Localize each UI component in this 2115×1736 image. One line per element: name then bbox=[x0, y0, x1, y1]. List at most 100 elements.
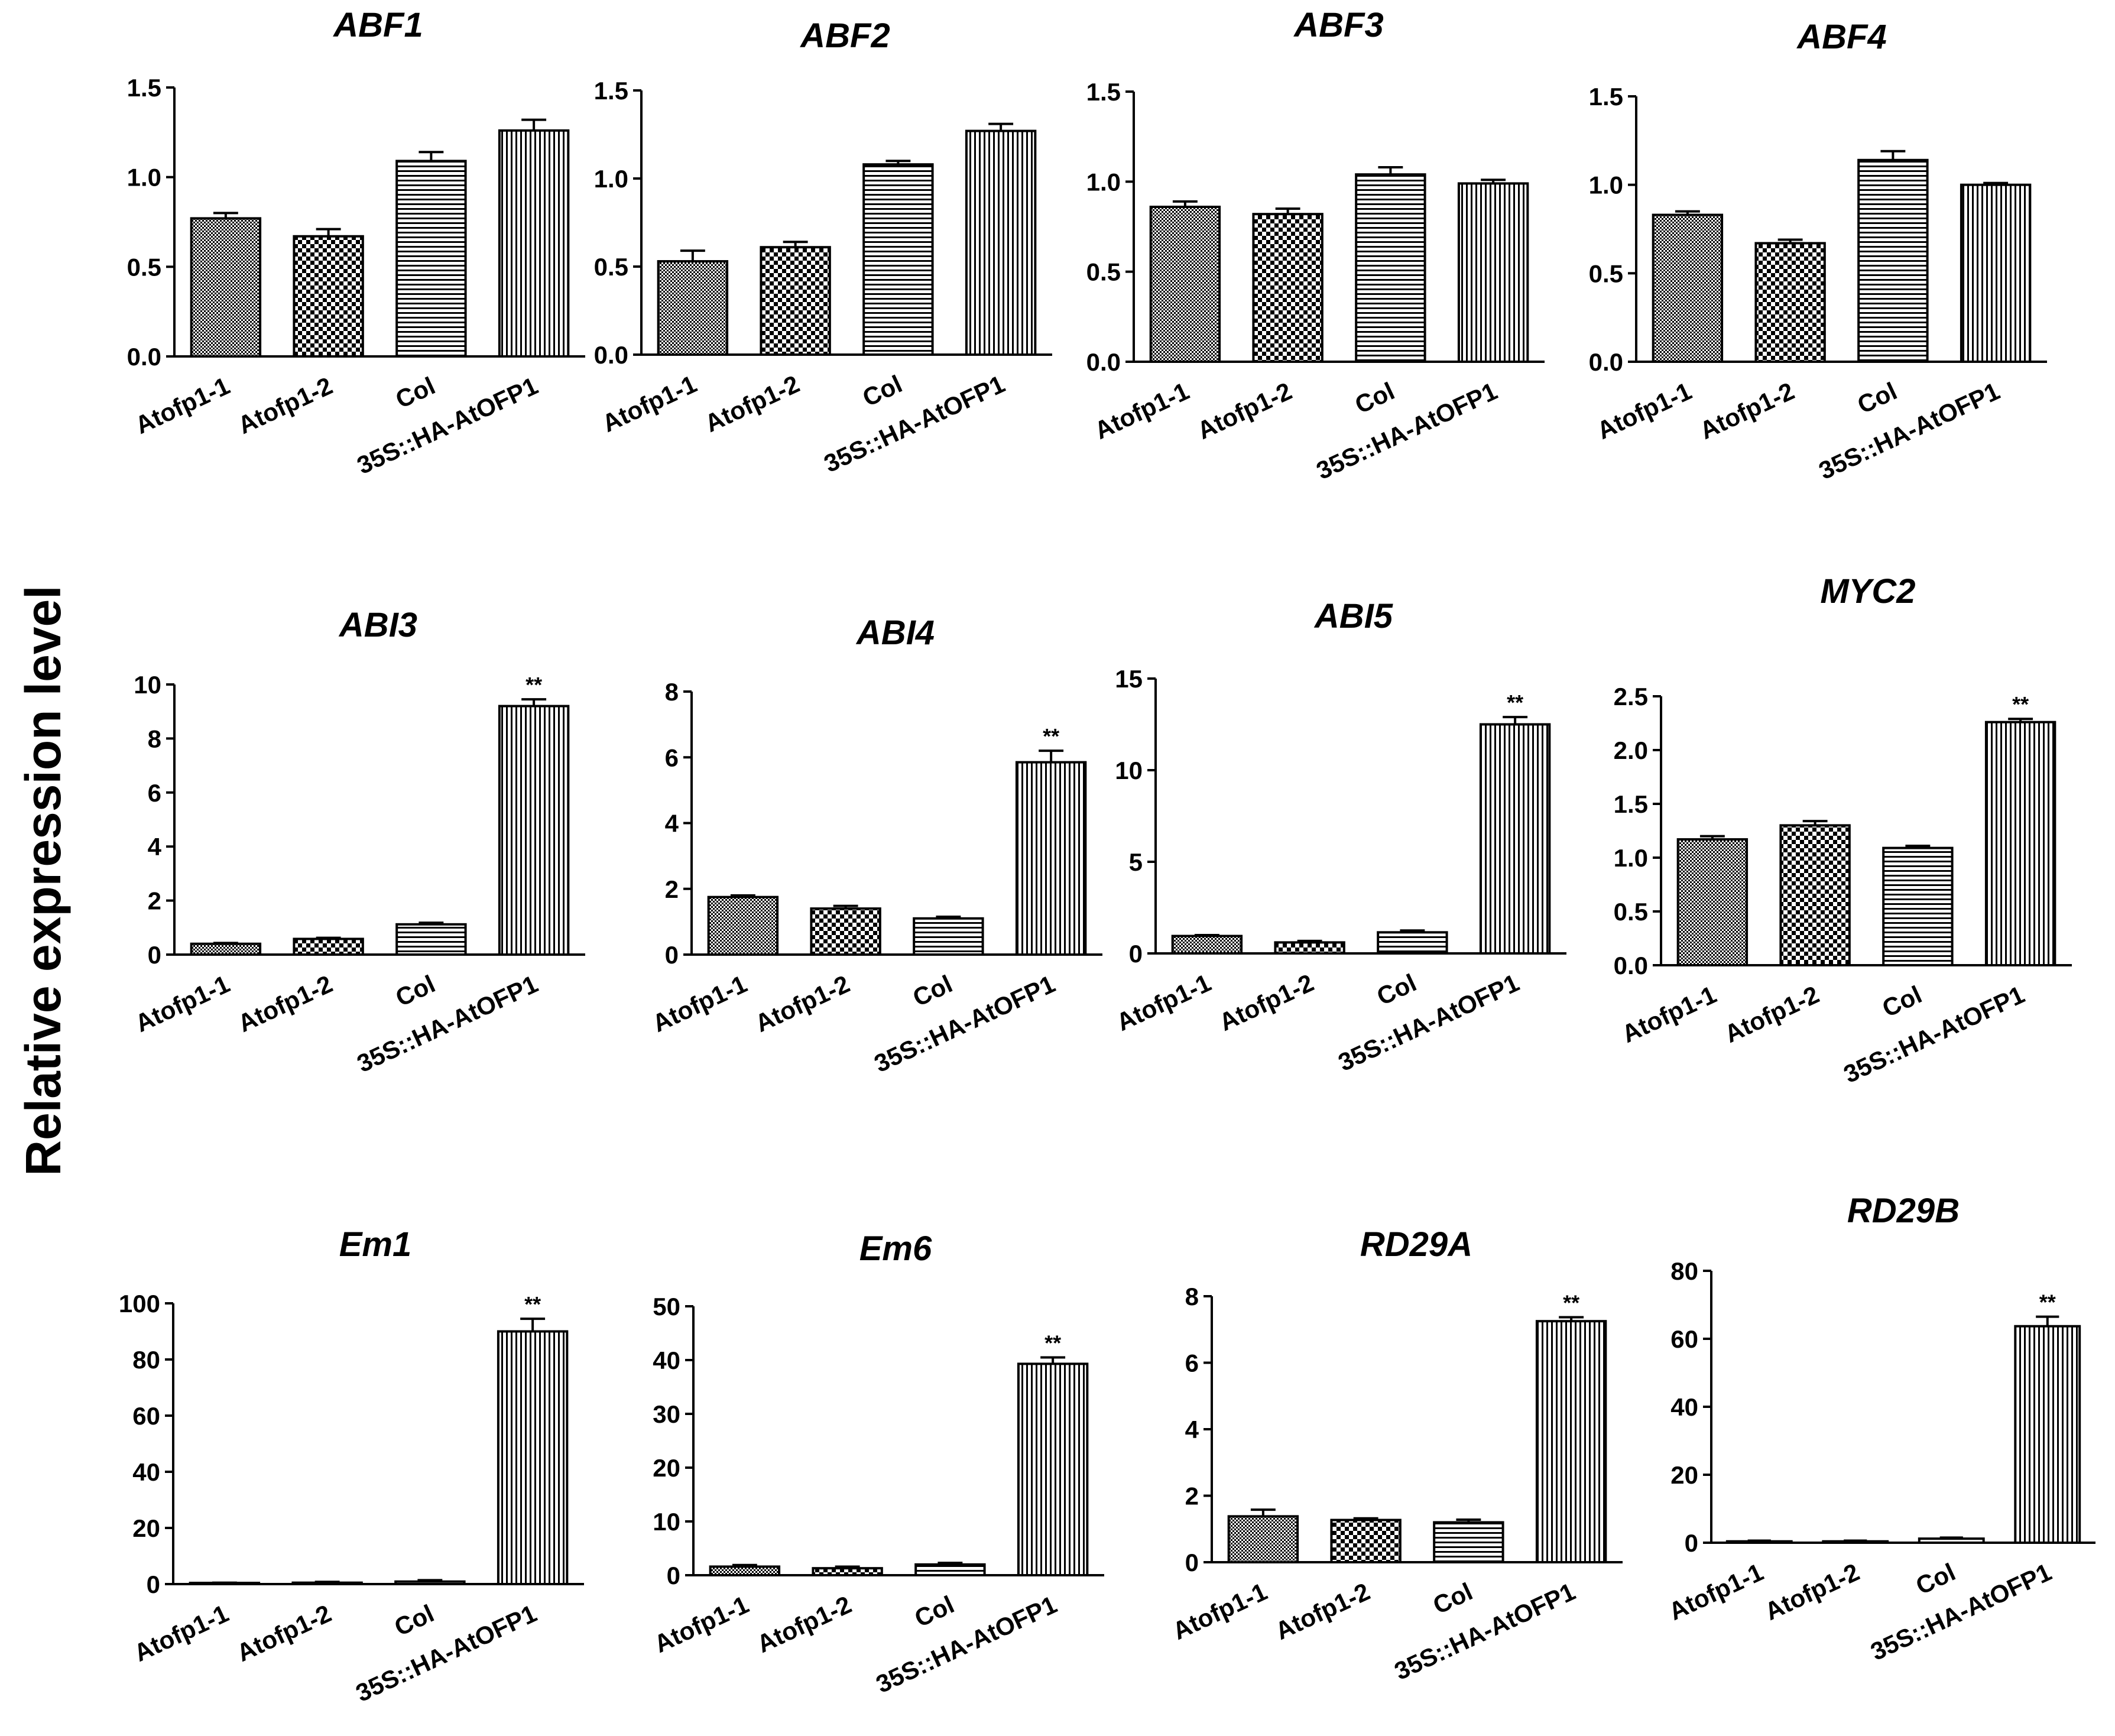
x-tick-label-em6-3: Col bbox=[910, 1591, 958, 1633]
x-tick-label-abi5-2: Atofp1-2 bbox=[1215, 969, 1318, 1037]
significance-rd29a-4: ** bbox=[1563, 1290, 1579, 1315]
y-tick-label-rd29a: 8 bbox=[1185, 1283, 1199, 1310]
y-tick-label-rd29a: 6 bbox=[1185, 1349, 1199, 1377]
x-tick-label-rd29a-2: Atofp1-2 bbox=[1271, 1578, 1374, 1646]
y-tick-label-rd29b: 40 bbox=[1670, 1393, 1698, 1421]
bar-abf3-3 bbox=[1355, 173, 1426, 363]
x-tick-label-myc2-3: Col bbox=[1878, 981, 1926, 1023]
y-tick-label-abf3: 0.5 bbox=[1086, 258, 1121, 286]
x-tick-label-abf1-3: Col bbox=[391, 372, 439, 414]
x-tick-label-abf4-4: 35S::HA-AtOFP1 bbox=[1815, 377, 2004, 485]
x-tick-label-rd29a-4: 35S::HA-AtOFP1 bbox=[1390, 1578, 1579, 1686]
y-tick-label-rd29b: 0 bbox=[1685, 1529, 1698, 1557]
bar-rd29a-1 bbox=[1227, 1515, 1299, 1563]
y-tick-label-em1: 0 bbox=[147, 1570, 160, 1598]
bar-myc2-3 bbox=[1882, 846, 1954, 966]
y-tick-label-abf3: 1.0 bbox=[1086, 168, 1121, 196]
x-tick-label-abf2-2: Atofp1-2 bbox=[700, 370, 803, 438]
y-tick-label-abi3: 2 bbox=[148, 887, 161, 915]
y-tick-label-abf1: 0.5 bbox=[127, 253, 161, 281]
bar-em1-3 bbox=[394, 1580, 466, 1586]
bar-abf4-3 bbox=[1857, 158, 1929, 363]
x-tick-label-abf3-3: Col bbox=[1351, 377, 1399, 419]
bar-abf4-2 bbox=[1754, 242, 1826, 363]
bar-em6-2 bbox=[812, 1567, 883, 1576]
x-tick-label-abf4-3: Col bbox=[1853, 377, 1901, 419]
bar-rd29a-4 bbox=[1535, 1320, 1607, 1563]
significance-abi3-4: ** bbox=[525, 673, 542, 697]
bar-abf3-4 bbox=[1457, 182, 1529, 363]
panel-title-myc2: MYC2 bbox=[1820, 572, 1915, 611]
x-tick-label-abi4-3: Col bbox=[909, 970, 956, 1012]
bar-abi4-2 bbox=[810, 907, 881, 956]
panel-title-abf4: ABF4 bbox=[1796, 18, 1886, 56]
y-tick-label-rd29a: 2 bbox=[1185, 1482, 1199, 1510]
y-tick-label-em1: 100 bbox=[119, 1290, 160, 1318]
y-tick-label-myc2: 1.5 bbox=[1614, 790, 1648, 818]
bar-em6-3 bbox=[914, 1563, 986, 1577]
y-tick-label-em1: 20 bbox=[132, 1514, 160, 1542]
y-tick-label-abi3: 8 bbox=[148, 725, 161, 752]
bar-em6-4 bbox=[1017, 1362, 1089, 1577]
y-tick-label-abi4: 0 bbox=[665, 941, 679, 969]
bar-abf4-1 bbox=[1652, 213, 1724, 364]
x-tick-label-abf3-1: Atofp1-1 bbox=[1090, 377, 1193, 445]
y-tick-label-rd29b: 20 bbox=[1670, 1461, 1698, 1489]
y-tick-label-abi5: 0 bbox=[1129, 940, 1143, 968]
bar-abi4-1 bbox=[707, 895, 779, 956]
y-tick-label-abi3: 0 bbox=[148, 941, 161, 969]
x-tick-label-myc2-4: 35S::HA-AtOFP1 bbox=[1840, 981, 2029, 1089]
y-tick-label-abi4: 4 bbox=[665, 810, 679, 838]
x-tick-label-abi3-3: Col bbox=[391, 970, 439, 1012]
bar-rd29b-3 bbox=[1918, 1537, 1985, 1544]
y-tick-label-abf4: 1.0 bbox=[1589, 171, 1623, 199]
y-tick-label-em6: 30 bbox=[653, 1400, 680, 1428]
y-tick-label-abf2: 1.5 bbox=[594, 77, 628, 105]
bar-abf4-4 bbox=[1960, 183, 2032, 363]
x-tick-label-myc2-2: Atofp1-2 bbox=[1720, 981, 1823, 1049]
y-tick-label-abf4: 0.5 bbox=[1589, 259, 1623, 287]
bar-myc2-2 bbox=[1779, 824, 1851, 967]
panel-title-rd29b: RD29B bbox=[1847, 1192, 1960, 1230]
y-tick-label-abi3: 10 bbox=[134, 671, 161, 699]
y-tick-label-rd29b: 60 bbox=[1670, 1325, 1698, 1353]
x-tick-label-em1-4: 35S::HA-AtOFP1 bbox=[352, 1599, 541, 1708]
significance-em1-4: ** bbox=[524, 1292, 541, 1316]
x-tick-label-abf3-2: Atofp1-2 bbox=[1193, 377, 1296, 445]
y-tick-label-abf2: 0.5 bbox=[594, 253, 628, 281]
y-tick-label-abi5: 10 bbox=[1115, 757, 1143, 784]
significance-em6-4: ** bbox=[1044, 1331, 1061, 1355]
x-tick-label-rd29a-1: Atofp1-1 bbox=[1168, 1578, 1271, 1646]
panel-title-abi4: ABI4 bbox=[855, 614, 935, 652]
y-tick-label-abi4: 6 bbox=[665, 744, 679, 771]
y-tick-label-rd29a: 0 bbox=[1185, 1549, 1199, 1576]
y-tick-label-rd29b: 80 bbox=[1670, 1257, 1698, 1285]
bar-rd29a-2 bbox=[1330, 1518, 1402, 1563]
x-tick-label-em6-2: Atofp1-2 bbox=[752, 1591, 855, 1659]
panel-title-rd29a: RD29A bbox=[1360, 1225, 1472, 1264]
bar-abi5-1 bbox=[1171, 934, 1243, 955]
y-tick-label-myc2: 0.0 bbox=[1614, 952, 1648, 979]
bar-abf2-1 bbox=[657, 260, 729, 356]
x-tick-label-abf1-2: Atofp1-2 bbox=[233, 372, 336, 440]
bar-abi3-3 bbox=[395, 923, 467, 956]
y-tick-label-em1: 80 bbox=[132, 1346, 160, 1374]
bar-abi4-3 bbox=[913, 917, 984, 956]
y-tick-label-myc2: 2.5 bbox=[1614, 683, 1648, 710]
bar-em6-1 bbox=[709, 1565, 781, 1576]
y-tick-label-em6: 20 bbox=[653, 1454, 680, 1482]
panel-title-abf3: ABF3 bbox=[1293, 6, 1383, 44]
bar-abf1-2 bbox=[293, 235, 364, 358]
significance-rd29b-4: ** bbox=[2039, 1290, 2056, 1315]
significance-myc2-4: ** bbox=[2012, 692, 2029, 716]
y-tick-label-abf2: 0.0 bbox=[594, 341, 628, 369]
x-tick-label-abi5-1: Atofp1-1 bbox=[1112, 969, 1215, 1037]
x-tick-label-abf3-4: 35S::HA-AtOFP1 bbox=[1312, 377, 1501, 485]
bar-abf3-2 bbox=[1252, 213, 1324, 363]
